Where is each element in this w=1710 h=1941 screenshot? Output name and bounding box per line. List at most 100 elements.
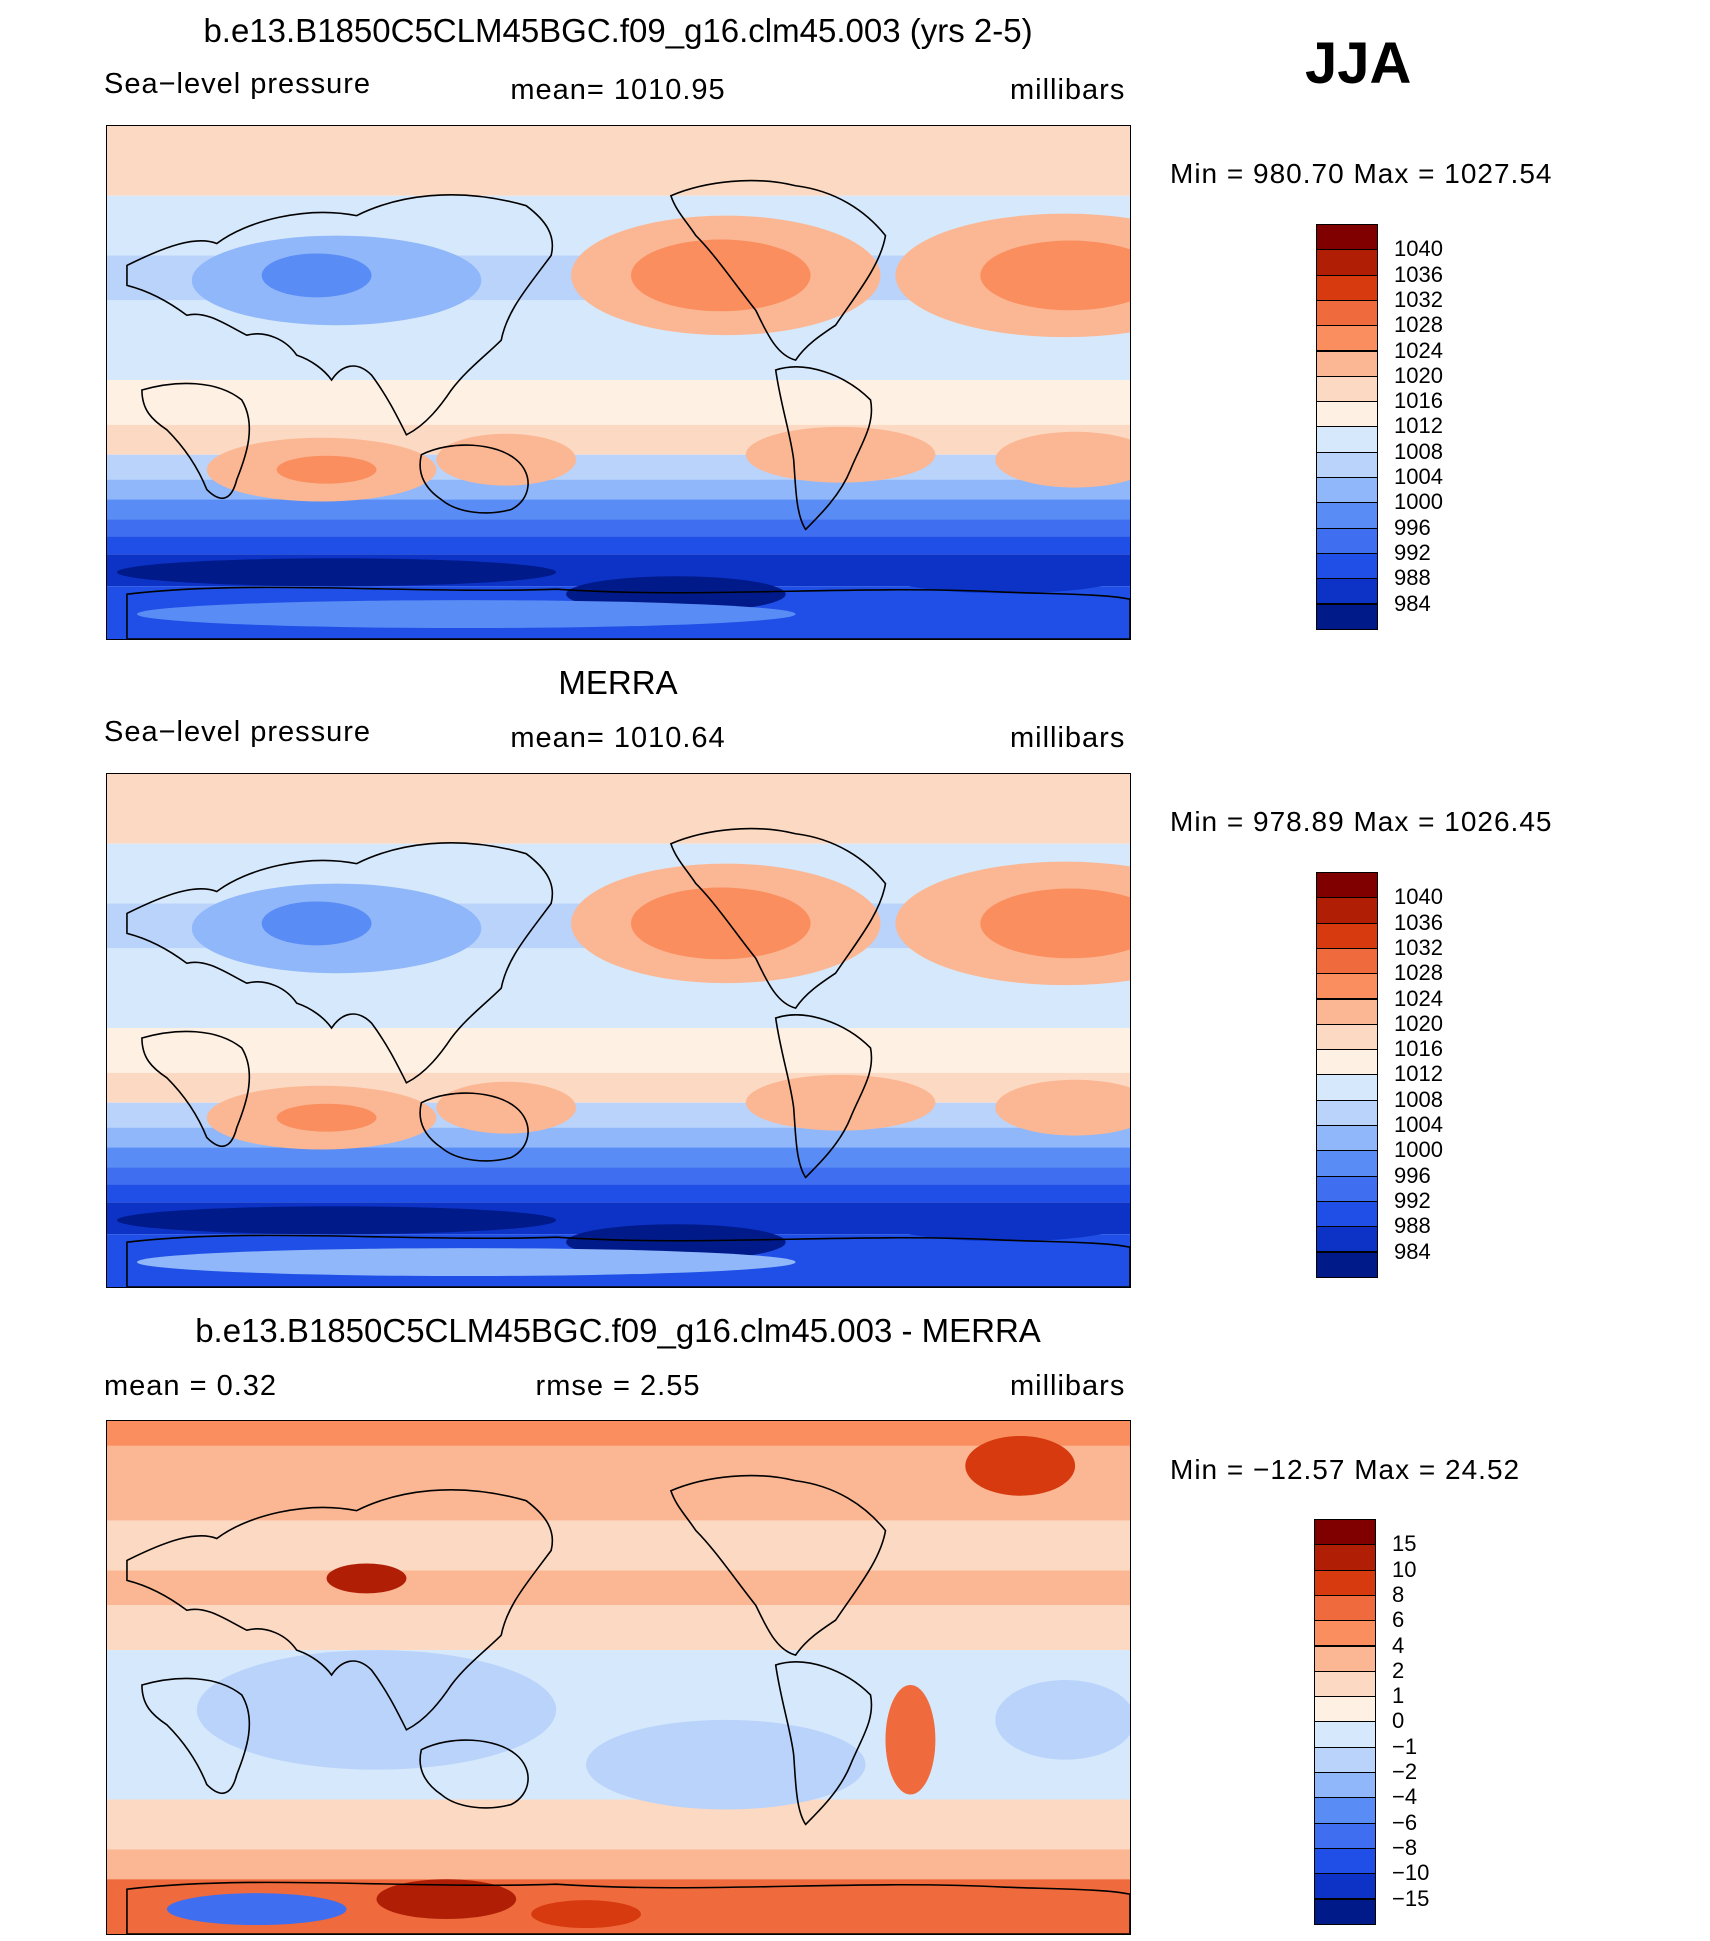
- colorbar-label: 1036: [1394, 909, 1443, 935]
- units-label: millibars: [1010, 1370, 1126, 1402]
- colorbar-label: −8: [1392, 1834, 1418, 1860]
- colorbar-swatch: [1316, 249, 1378, 276]
- panel-title: b.e13.B1850C5CLM45BGC.f09_g16.clm45.003 …: [195, 1312, 1041, 1349]
- colorbar-model: 1040 1036 1032 1028 1024 1020 1016 1012 1008 1004…: [1316, 224, 1443, 630]
- colorbar-swatch: [1316, 1175, 1378, 1202]
- colorbar-swatch: [1316, 1200, 1378, 1228]
- colorbar-label: 1012: [1394, 1061, 1443, 1087]
- colorbar-swatch: [1316, 922, 1378, 949]
- colorbar-swatch: [1316, 578, 1378, 605]
- colorbar-label: 2: [1392, 1657, 1405, 1683]
- colorbar-swatch: [1314, 1544, 1376, 1571]
- colorbar-swatch: [1314, 1847, 1376, 1875]
- colorbar-swatch: [1316, 299, 1378, 327]
- colorbar-swatch: [1314, 1898, 1376, 1925]
- minmax-label: Min = 978.89 Max = 1026.45: [1170, 806, 1553, 837]
- colorbar-label: 996: [1394, 1162, 1431, 1188]
- coastline: [126, 1489, 554, 1731]
- map-field: [107, 774, 1130, 1287]
- variable-label: Sea−level pressure: [104, 68, 372, 100]
- coastline: [141, 1677, 251, 1795]
- colorbar-swatch: [1316, 552, 1378, 580]
- colorbar-label: −10: [1392, 1860, 1430, 1886]
- coastline: [774, 1661, 873, 1826]
- colorbar-swatch: [1314, 1620, 1376, 1647]
- colorbar-label: 15: [1392, 1531, 1417, 1557]
- colorbar-label: 1008: [1394, 438, 1443, 464]
- coastline: [419, 1092, 529, 1162]
- colorbar-swatch: [1314, 1746, 1376, 1773]
- coastline: [141, 1030, 251, 1148]
- colorbar-label: 992: [1394, 1187, 1431, 1213]
- coastline: [126, 586, 1130, 639]
- colorbar-label: 1024: [1394, 985, 1443, 1011]
- colorbar-swatch: [1316, 451, 1378, 478]
- coastline: [774, 1014, 873, 1179]
- colorbar-swatch: [1316, 1099, 1378, 1126]
- panel-title: MERRA: [558, 664, 678, 701]
- colorbar-swatch: [1314, 1594, 1376, 1622]
- coastline: [669, 1474, 887, 1656]
- colorbar-diff: 15 10 8 6 4 2 1 0 −1 −2 −4 −6 −8 −10 −15: [1314, 1519, 1429, 1925]
- colorbar-label: −6: [1392, 1809, 1418, 1835]
- colorbar-swatch: [1314, 1519, 1376, 1546]
- colorbar-label: 1032: [1394, 934, 1443, 960]
- colorbar-label: −15: [1392, 1885, 1430, 1911]
- coastline: [669, 179, 887, 361]
- coastline: [126, 1881, 1130, 1934]
- colorbar-label: −2: [1392, 1759, 1418, 1784]
- colorbar-swatch: [1316, 274, 1378, 301]
- colorbar-swatch: [1314, 1772, 1376, 1799]
- colorbar-label: 1004: [1394, 1112, 1443, 1137]
- colorbar-label: 1028: [1394, 312, 1443, 338]
- units-label: millibars: [1010, 74, 1126, 106]
- colorbar-swatch: [1316, 973, 1378, 1000]
- map-diff: [106, 1420, 1131, 1935]
- colorbar-swatch: [1316, 426, 1378, 453]
- map-obs: [106, 773, 1131, 1288]
- colorbar-swatch: [1316, 1150, 1378, 1177]
- minmax-label: Min = −12.57 Max = 24.52: [1170, 1454, 1521, 1485]
- colorbar-swatch: [1314, 1696, 1376, 1723]
- colorbar-label: 996: [1394, 514, 1431, 540]
- colorbar-swatch: [1316, 1226, 1378, 1253]
- mean-label: mean = 0.32: [104, 1370, 278, 1402]
- colorbar-swatch: [1314, 1645, 1376, 1672]
- colorbar-label: 1040: [1394, 236, 1443, 262]
- colorbar-swatch: [1316, 1125, 1378, 1152]
- colorbar-swatch: [1314, 1797, 1376, 1824]
- coastline: [774, 366, 873, 531]
- colorbar-swatch: [1316, 1251, 1378, 1278]
- coastline: [419, 444, 529, 514]
- colorbar-label: 0: [1392, 1708, 1405, 1734]
- variable-label: Sea−level pressure: [104, 716, 372, 748]
- colorbar-label: 984: [1394, 1238, 1431, 1264]
- units-label: millibars: [1010, 722, 1126, 754]
- colorbar-label: 1020: [1394, 362, 1443, 388]
- colorbar-label: 1020: [1394, 1010, 1443, 1036]
- colorbar-swatch: [1316, 947, 1378, 975]
- colorbar-swatch: [1314, 1873, 1376, 1900]
- colorbar-swatch: [1314, 1670, 1376, 1698]
- colorbar-swatch: [1316, 477, 1378, 504]
- colorbar-label: 4: [1392, 1632, 1405, 1658]
- season-label: JJA: [1305, 31, 1412, 96]
- colorbar-swatch: [1314, 1822, 1376, 1849]
- colorbar-swatch: [1316, 502, 1378, 529]
- colorbar-obs: 1040 1036 1032 1028 1024 1020 1016 1012 1008 1004…: [1316, 872, 1443, 1278]
- colorbar-swatch: [1316, 998, 1378, 1025]
- map-field: [107, 1421, 1130, 1934]
- minmax-label: Min = 980.70 Max = 1027.54: [1170, 158, 1553, 189]
- colorbar-label: 1000: [1394, 489, 1443, 515]
- colorbar-label: 1016: [1394, 388, 1443, 414]
- colorbar-swatch: [1314, 1721, 1376, 1748]
- colorbar-label: 1032: [1394, 286, 1443, 312]
- colorbar-label: 1008: [1394, 1086, 1443, 1112]
- coastline: [669, 827, 887, 1009]
- colorbar-swatch: [1316, 350, 1378, 377]
- colorbar-label: 1040: [1394, 884, 1443, 910]
- colorbar-swatch: [1316, 1023, 1378, 1051]
- colorbar-label: 1000: [1394, 1137, 1443, 1163]
- colorbar-swatch: [1316, 527, 1378, 554]
- colorbar-label: 1012: [1394, 413, 1443, 439]
